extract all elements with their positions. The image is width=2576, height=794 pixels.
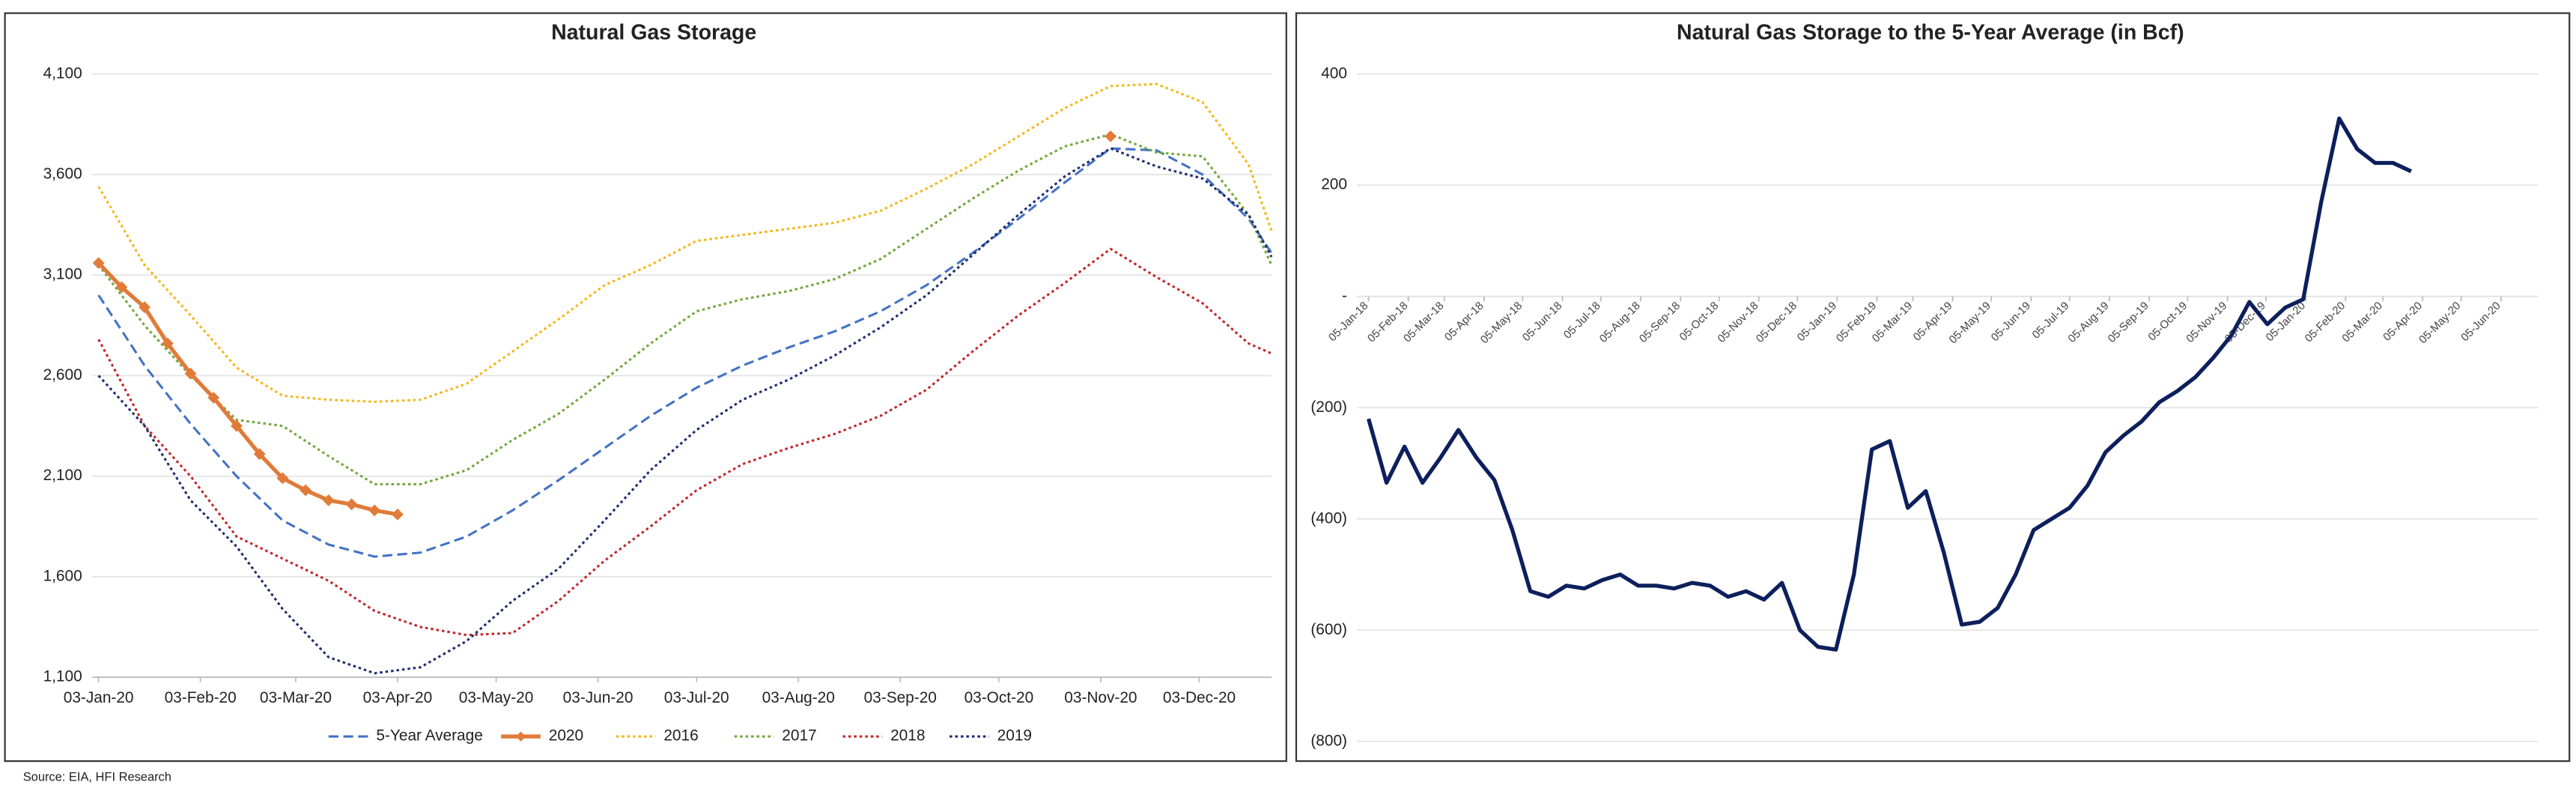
- legend-label: 2020: [549, 727, 583, 745]
- y-tick-label: 400: [1321, 64, 1347, 82]
- x-tick-label: 03-Sep-20: [864, 689, 937, 706]
- y-tick-label: -: [1342, 287, 1347, 304]
- y-tick-label: (600): [1310, 621, 1347, 638]
- y-tick-label: 2,600: [43, 366, 82, 384]
- series-line: [97, 147, 1273, 558]
- panel-frame: [4, 12, 1287, 763]
- series-line: [1367, 116, 2412, 652]
- chart-title: Natural Gas Storage: [551, 21, 756, 45]
- y-tick-label: (400): [1310, 509, 1347, 527]
- source-note: Source: EIA, HFI Research: [23, 770, 171, 784]
- legend-label: 2019: [997, 727, 1032, 745]
- y-tick-label: 1,100: [43, 668, 82, 685]
- y-tick-label: 3,100: [43, 266, 82, 283]
- x-tick-label: 03-Dec-20: [1163, 689, 1236, 706]
- marker: [392, 508, 404, 521]
- x-tick-label: 03-Mar-20: [260, 689, 332, 706]
- legend-label: 5-Year Average: [376, 727, 482, 745]
- legend-label: 2018: [890, 727, 925, 745]
- x-tick-label: 03-Feb-20: [165, 689, 237, 706]
- x-tick-label: 03-Jul-20: [664, 689, 729, 706]
- series-line: [97, 247, 1272, 637]
- series-line: [97, 82, 1273, 403]
- marker: [115, 281, 128, 294]
- series-line: [97, 147, 1273, 675]
- chart-title: Natural Gas Storage to the 5-Year Averag…: [1677, 21, 2184, 45]
- y-tick-label: (800): [1310, 732, 1347, 749]
- y-tick-label: 200: [1321, 176, 1347, 193]
- legend-label: 2017: [782, 727, 816, 745]
- x-tick-label: 03-Nov-20: [1064, 689, 1137, 706]
- marker: [322, 494, 335, 506]
- y-tick-label: 1,600: [43, 567, 82, 584]
- y-tick-label: (200): [1310, 398, 1347, 416]
- x-tick-label: 03-Oct-20: [965, 689, 1034, 706]
- legend-label: 2016: [663, 727, 698, 745]
- marker: [368, 504, 381, 517]
- y-tick-label: 4,100: [43, 64, 82, 82]
- marker: [345, 498, 358, 511]
- x-tick-label: 03-Jun-20: [563, 689, 634, 706]
- marker: [207, 392, 220, 404]
- legend-marker: [515, 731, 526, 742]
- panel-frame: [1295, 12, 2571, 763]
- x-tick-label: 03-Apr-20: [363, 689, 433, 706]
- x-tick-label: 03-May-20: [459, 689, 534, 706]
- marker: [300, 484, 312, 497]
- marker: [276, 472, 289, 485]
- marker: [231, 419, 243, 432]
- x-tick-label: 03-Jan-20: [64, 689, 134, 706]
- marker: [161, 337, 174, 350]
- x-tick-label: 03-Aug-20: [762, 689, 835, 706]
- y-tick-label: 3,600: [43, 165, 82, 182]
- marker: [253, 448, 266, 461]
- y-tick-label: 2,100: [43, 467, 82, 484]
